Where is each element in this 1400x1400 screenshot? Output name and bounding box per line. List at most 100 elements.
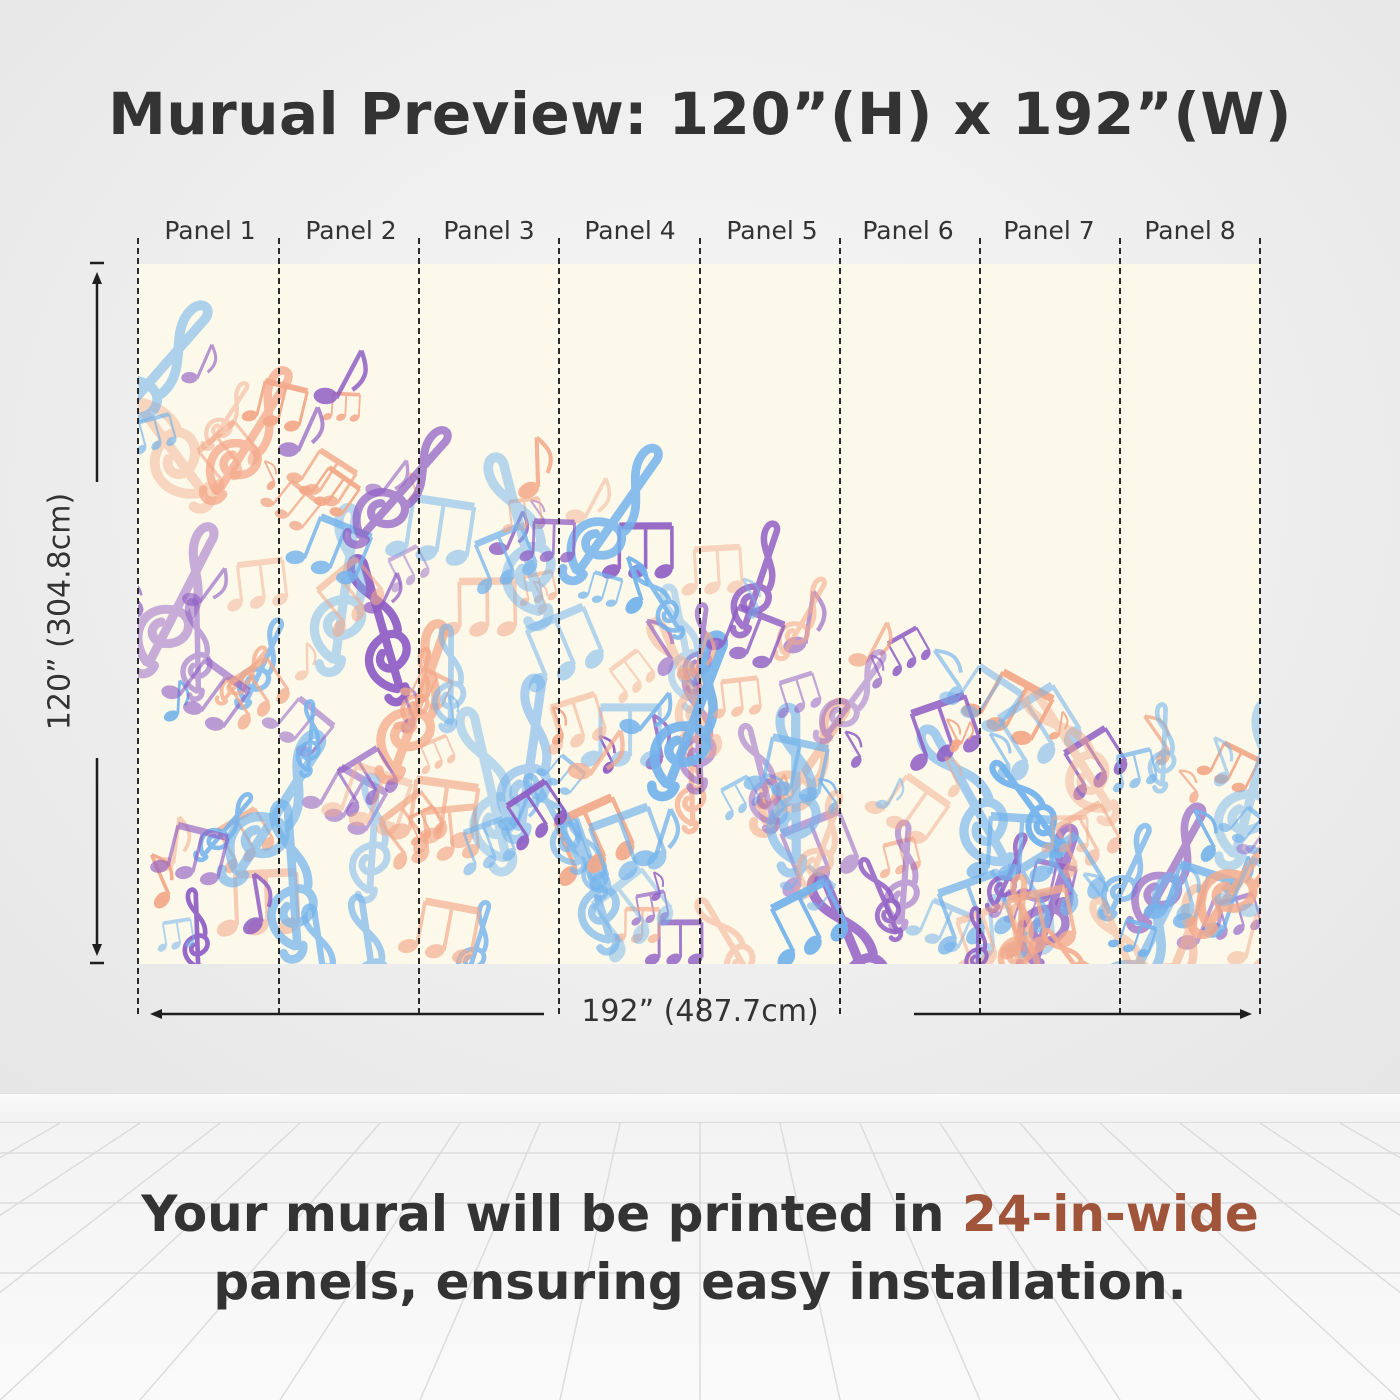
eighth-note-icon xyxy=(676,631,716,681)
treble-clef-icon xyxy=(1147,702,1177,794)
beamed-notes-icon xyxy=(769,878,849,964)
treble-clef-icon xyxy=(858,856,904,943)
eighth-note-icon xyxy=(741,577,762,620)
treble-clef-icon xyxy=(342,426,452,549)
beamed-notes-icon xyxy=(939,663,1024,733)
panel-label-3: Panel 3 xyxy=(443,216,535,245)
eighth-note-icon xyxy=(875,777,905,809)
height-dimension-label: 120” (304.8cm) xyxy=(42,492,78,731)
beamed-notes-icon xyxy=(519,518,576,563)
treble-clef-icon xyxy=(694,897,763,964)
panel-label-8: Panel 8 xyxy=(1144,216,1236,245)
caption-accent: 24-in-wide xyxy=(961,1185,1259,1243)
floor-planks xyxy=(0,1123,1400,1400)
panel-divider xyxy=(1119,238,1121,1014)
baseboard xyxy=(0,1093,1400,1123)
caption-prefix: Your mural will be printed in xyxy=(141,1185,962,1243)
installation-caption: Your mural will be printed in 24-in-wide… xyxy=(0,1180,1400,1316)
eighth-note-icon xyxy=(313,349,368,405)
treble-clef-icon xyxy=(200,381,250,452)
beamed-notes-icon xyxy=(227,556,289,612)
treble-clef-icon xyxy=(138,522,219,679)
beamed-notes-icon xyxy=(778,670,822,719)
beamed-notes-icon xyxy=(743,733,830,802)
panel-divider xyxy=(558,238,560,1014)
treble-clef-icon xyxy=(989,759,1068,859)
eighth-note-icon xyxy=(181,344,218,384)
beamed-notes-icon xyxy=(378,788,448,870)
treble-clef-icon xyxy=(997,873,1036,964)
music-notes-pattern xyxy=(138,300,1260,964)
treble-clef-icon xyxy=(301,903,341,964)
beamed-notes-icon xyxy=(886,625,931,677)
panel-divider xyxy=(278,238,280,1014)
eighth-note-icon xyxy=(1176,861,1201,921)
eighth-note-icon xyxy=(1192,808,1218,862)
beamed-notes-icon xyxy=(1107,917,1158,958)
treble-clef-icon xyxy=(432,623,467,734)
eighth-note-icon xyxy=(518,435,553,499)
beamed-notes-icon xyxy=(590,865,674,963)
beamed-notes-icon xyxy=(397,897,482,964)
treble-clef-icon xyxy=(766,702,821,878)
treble-clef-icon xyxy=(1187,794,1260,939)
wood-floor xyxy=(0,1123,1400,1400)
beamed-notes-icon xyxy=(1112,746,1158,793)
beamed-notes-icon xyxy=(644,919,704,964)
eighth-note-icon xyxy=(844,730,863,768)
eighth-note-icon xyxy=(1049,711,1069,740)
eighth-note-icon xyxy=(651,871,665,901)
panel-label-1: Panel 1 xyxy=(164,216,256,245)
treble-clef-icon xyxy=(1020,686,1121,827)
beamed-notes-icon xyxy=(608,648,656,704)
treble-clef-icon xyxy=(295,699,321,778)
panel-divider xyxy=(1259,238,1261,1014)
treble-clef-icon xyxy=(1213,696,1260,871)
beamed-notes-icon xyxy=(1226,910,1260,964)
treble-clef-icon xyxy=(455,706,521,877)
eighth-note-icon xyxy=(848,621,893,667)
panel-divider xyxy=(137,238,139,1014)
panel-label-7: Panel 7 xyxy=(1003,216,1095,245)
beamed-notes-icon xyxy=(1041,814,1089,853)
eighth-note-icon xyxy=(944,756,963,798)
eighth-note-icon xyxy=(945,718,962,753)
treble-clef-icon xyxy=(496,673,552,845)
caption-line-1: Your mural will be printed in 24-in-wide xyxy=(0,1180,1400,1248)
beamed-notes-icon xyxy=(385,493,477,566)
beamed-notes-icon xyxy=(1218,805,1260,855)
beamed-notes-icon xyxy=(577,570,624,607)
beamed-notes-icon xyxy=(226,655,290,730)
beamed-notes-icon xyxy=(150,821,230,886)
treble-clef-icon xyxy=(631,565,686,640)
beamed-notes-icon xyxy=(681,543,744,596)
treble-clef-icon xyxy=(1089,896,1158,964)
panel-divider xyxy=(418,238,420,1014)
eighth-note-icon xyxy=(619,691,673,735)
beamed-notes-icon xyxy=(157,917,195,952)
panel-label-5: Panel 5 xyxy=(726,216,818,245)
beamed-notes-icon xyxy=(336,745,399,817)
panel-label-4: Panel 4 xyxy=(584,216,676,245)
panel-divider xyxy=(979,238,981,1014)
beamed-notes-icon xyxy=(713,675,762,719)
beamed-notes-icon xyxy=(462,815,517,876)
width-dimension-label: 192” (487.7cm) xyxy=(581,994,819,1029)
caption-line-2: panels, ensuring easy installation. xyxy=(213,1253,1187,1311)
panel-divider xyxy=(699,238,701,1014)
treble-clef-icon xyxy=(964,906,989,964)
treble-clef-icon xyxy=(347,893,391,964)
eighth-note-icon xyxy=(567,729,625,780)
treble-clef-icon xyxy=(483,452,556,631)
beamed-notes-icon xyxy=(322,391,361,422)
page-title: Murual Preview: 120”(H) x 192”(W) xyxy=(108,80,1292,148)
eighth-note-icon xyxy=(1212,736,1234,787)
eighth-note-icon xyxy=(869,653,885,689)
panel-label-6: Panel 6 xyxy=(862,216,954,245)
treble-clef-icon xyxy=(812,649,887,745)
eighth-note-icon xyxy=(263,460,278,491)
beamed-notes-icon xyxy=(587,802,668,891)
beamed-notes-icon xyxy=(260,479,323,531)
panel-divider xyxy=(839,238,841,1014)
eighth-note-icon xyxy=(1178,769,1199,804)
